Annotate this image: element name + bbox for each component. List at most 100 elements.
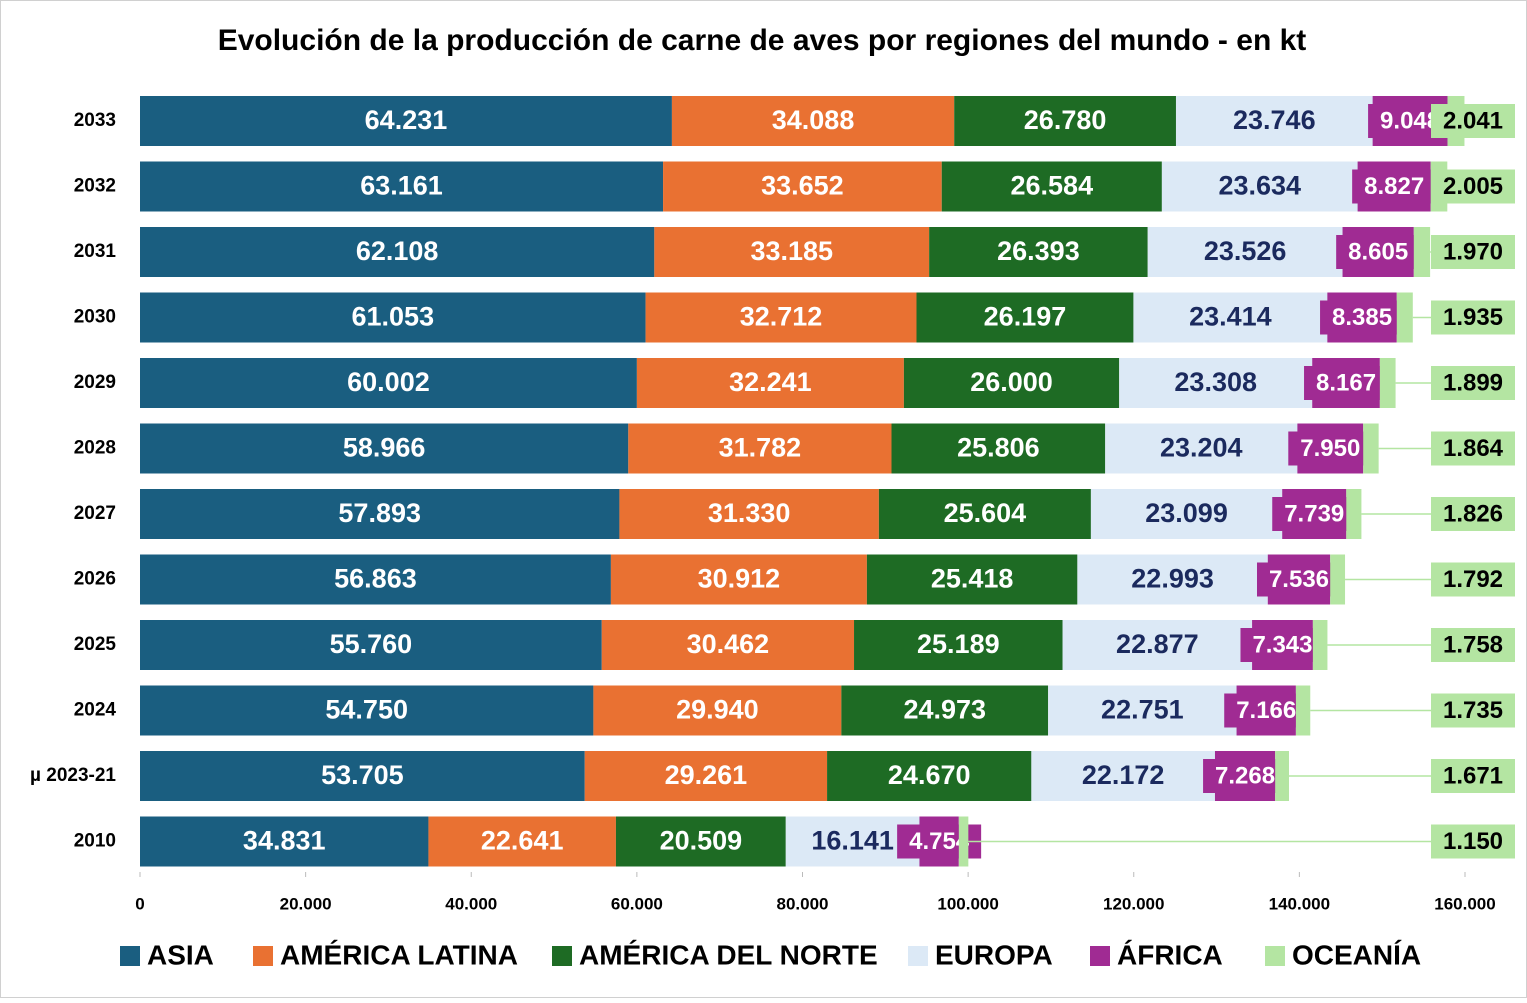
- value-label: 32.241: [729, 367, 812, 397]
- value-label: 22.172: [1082, 760, 1165, 790]
- legend-label: OCEANÍA: [1292, 939, 1421, 970]
- value-label: 24.670: [888, 760, 971, 790]
- value-label: 25.604: [944, 498, 1027, 528]
- value-label: 29.261: [665, 760, 748, 790]
- legend-label: EUROPA: [935, 939, 1053, 970]
- y-tick-label: 2029: [74, 372, 116, 393]
- bar-segment: [941, 161, 1162, 212]
- label-box: [1288, 431, 1373, 466]
- bar-segment: [1161, 161, 1358, 212]
- legend-swatch: [120, 946, 140, 966]
- label-box: [1431, 628, 1515, 662]
- x-tick-label: 100.000: [937, 894, 998, 913]
- value-label: 2.041: [1443, 107, 1503, 134]
- bar-segment: [584, 751, 828, 801]
- value-label: 22.641: [481, 826, 564, 856]
- x-tick-label: 160.000: [1434, 894, 1495, 913]
- value-label: 30.912: [698, 564, 781, 594]
- value-label: 26.393: [997, 236, 1080, 266]
- bar-segment: [654, 227, 930, 277]
- bar-segment: [878, 489, 1091, 539]
- value-label: 64.231: [365, 105, 448, 135]
- value-label: 54.750: [325, 695, 408, 725]
- bar-segment: [140, 620, 602, 670]
- label-box: [1431, 693, 1515, 728]
- bar-segment: [1312, 620, 1328, 670]
- value-label: 1.150: [1443, 828, 1503, 855]
- bar-segment: [671, 96, 955, 146]
- value-label: 1.735: [1443, 697, 1503, 724]
- label-box: [1431, 431, 1515, 466]
- label-box: [1203, 759, 1288, 793]
- value-label: 62.108: [356, 236, 439, 266]
- y-tick-label: 2031: [74, 241, 117, 262]
- bar-segment: [140, 423, 629, 474]
- y-tick-label: µ 2023-21: [30, 765, 116, 786]
- label-box: [1304, 366, 1389, 400]
- value-label: 56.863: [334, 564, 417, 594]
- label-box: [1431, 759, 1515, 793]
- y-tick-label: 2025: [74, 634, 117, 655]
- label-box: [1320, 300, 1405, 335]
- y-tick-label: 2010: [74, 831, 116, 852]
- value-label: 8.605: [1348, 238, 1408, 265]
- y-tick-label: 2027: [74, 503, 116, 524]
- value-label: 2.005: [1443, 173, 1503, 200]
- bar-segment: [610, 554, 867, 605]
- value-label: 1.826: [1443, 500, 1503, 527]
- value-label: 29.940: [676, 695, 759, 725]
- value-label: 1.935: [1443, 304, 1503, 331]
- bar-segment: [140, 489, 620, 539]
- value-label: 22.993: [1131, 564, 1214, 594]
- value-label: 31.330: [708, 498, 791, 528]
- value-label: 63.161: [360, 171, 443, 201]
- chart-title: Evolución de la producción de carne de a…: [218, 24, 1307, 57]
- bar-segment: [615, 816, 786, 867]
- legend-label: AMÉRICA DEL NORTE: [579, 939, 878, 970]
- value-label: 26.000: [970, 367, 1053, 397]
- value-label: 7.950: [1300, 435, 1360, 462]
- x-tick-label: 20.000: [280, 894, 332, 913]
- x-tick-label: 0: [135, 894, 144, 913]
- y-tick-label: 2033: [74, 110, 116, 131]
- label-box: [1431, 169, 1515, 204]
- bar-segment: [958, 816, 969, 867]
- bar-segment: [1062, 620, 1253, 670]
- x-tick-label: 60.000: [611, 894, 663, 913]
- value-label: 26.197: [984, 302, 1067, 332]
- value-label: 22.877: [1116, 629, 1199, 659]
- bar-segment: [929, 227, 1148, 277]
- value-label: 23.414: [1189, 302, 1272, 332]
- bar-segment: [593, 685, 842, 736]
- label-box: [1431, 366, 1515, 400]
- bar-segment: [1275, 751, 1289, 801]
- value-label: 23.634: [1218, 171, 1301, 201]
- value-label: 1.671: [1443, 762, 1503, 789]
- bar-segment: [1031, 751, 1215, 801]
- value-label: 34.831: [243, 826, 326, 856]
- legend-swatch: [253, 946, 273, 966]
- value-label: 61.053: [352, 302, 435, 332]
- value-label: 9.048: [1380, 107, 1440, 134]
- bar-segment: [1363, 423, 1379, 474]
- value-label: 16.141: [811, 826, 894, 856]
- label-box: [1431, 562, 1515, 597]
- value-label: 8.385: [1332, 304, 1392, 331]
- bar-segment: [601, 620, 855, 670]
- bar-segment: [140, 227, 655, 277]
- value-label: 25.806: [957, 433, 1040, 463]
- bar-segment: [1175, 96, 1373, 146]
- bar-segment: [1330, 554, 1346, 605]
- value-label: 33.185: [750, 236, 833, 266]
- value-label: 7.536: [1269, 566, 1329, 593]
- legend-swatch: [1265, 946, 1285, 966]
- value-label: 60.002: [347, 367, 430, 397]
- value-label: 1.899: [1443, 369, 1503, 396]
- y-tick-label: 2032: [74, 176, 116, 197]
- bar-segment: [1090, 489, 1283, 539]
- bar-segment: [140, 554, 611, 605]
- value-label: 31.782: [719, 433, 802, 463]
- bar-segment: [1133, 292, 1328, 343]
- bar-segment: [619, 489, 879, 539]
